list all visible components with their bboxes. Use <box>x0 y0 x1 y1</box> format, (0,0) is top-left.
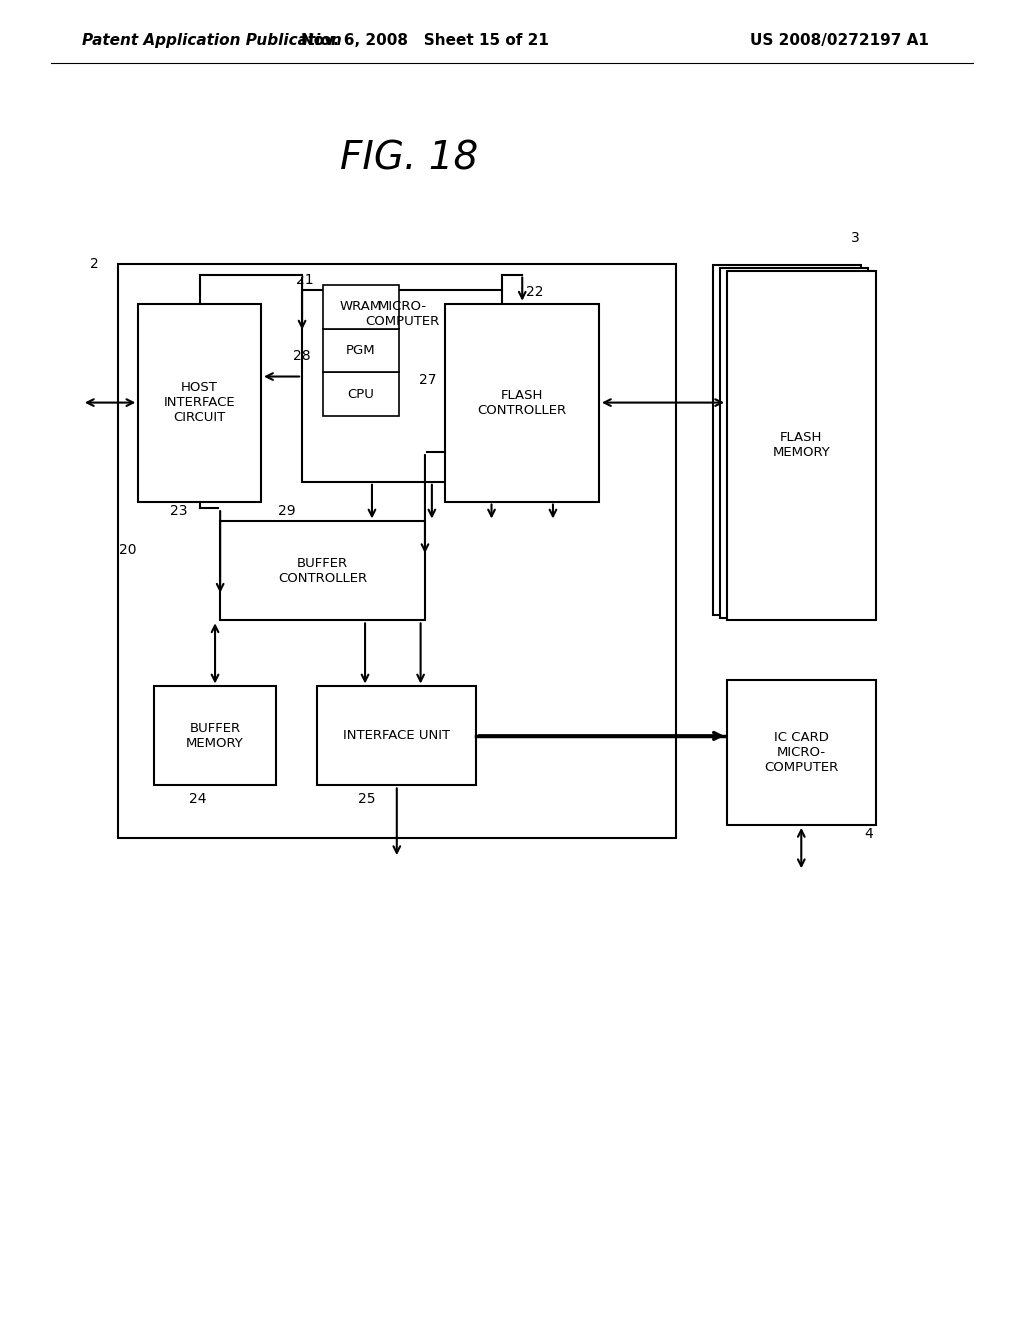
Text: 27: 27 <box>419 374 437 387</box>
Text: WRAM: WRAM <box>340 301 382 313</box>
Text: FLASH
MEMORY: FLASH MEMORY <box>772 432 830 459</box>
Text: 25: 25 <box>357 792 376 805</box>
Text: 3: 3 <box>851 231 859 244</box>
Text: Nov. 6, 2008   Sheet 15 of 21: Nov. 6, 2008 Sheet 15 of 21 <box>301 33 549 48</box>
Bar <box>302 290 502 482</box>
Text: 4: 4 <box>864 828 872 841</box>
Text: US 2008/0272197 A1: US 2008/0272197 A1 <box>751 33 929 48</box>
Bar <box>727 271 876 620</box>
Text: HOST
INTERFACE
CIRCUIT: HOST INTERFACE CIRCUIT <box>164 381 236 424</box>
Text: FIG. 18: FIG. 18 <box>340 140 479 177</box>
Text: FLASH
CONTROLLER: FLASH CONTROLLER <box>477 388 567 417</box>
Bar <box>118 264 676 838</box>
Text: MICRO-
COMPUTER: MICRO- COMPUTER <box>365 300 439 329</box>
Bar <box>720 268 868 618</box>
Bar <box>445 304 599 502</box>
Text: 2: 2 <box>90 257 98 271</box>
Text: CPU: CPU <box>347 388 375 400</box>
Text: 29: 29 <box>278 504 296 517</box>
Text: PGM: PGM <box>346 345 376 356</box>
Text: INTERFACE UNIT: INTERFACE UNIT <box>343 730 451 742</box>
Bar <box>154 686 276 785</box>
Bar <box>713 265 861 615</box>
Bar <box>220 521 425 620</box>
Text: Patent Application Publication: Patent Application Publication <box>82 33 342 48</box>
Bar <box>138 304 261 502</box>
Bar <box>323 285 399 329</box>
Text: 20: 20 <box>119 544 137 557</box>
Bar <box>317 686 476 785</box>
Text: 21: 21 <box>296 273 314 286</box>
Text: 28: 28 <box>293 350 311 363</box>
Text: BUFFER
MEMORY: BUFFER MEMORY <box>186 722 244 750</box>
Text: 23: 23 <box>170 504 188 517</box>
Bar <box>323 329 399 372</box>
Text: IC CARD
MICRO-
COMPUTER: IC CARD MICRO- COMPUTER <box>764 731 839 774</box>
Text: 22: 22 <box>525 285 544 298</box>
Text: 24: 24 <box>188 792 207 805</box>
Bar <box>727 680 876 825</box>
Text: BUFFER
CONTROLLER: BUFFER CONTROLLER <box>278 557 368 585</box>
Bar <box>323 372 399 416</box>
